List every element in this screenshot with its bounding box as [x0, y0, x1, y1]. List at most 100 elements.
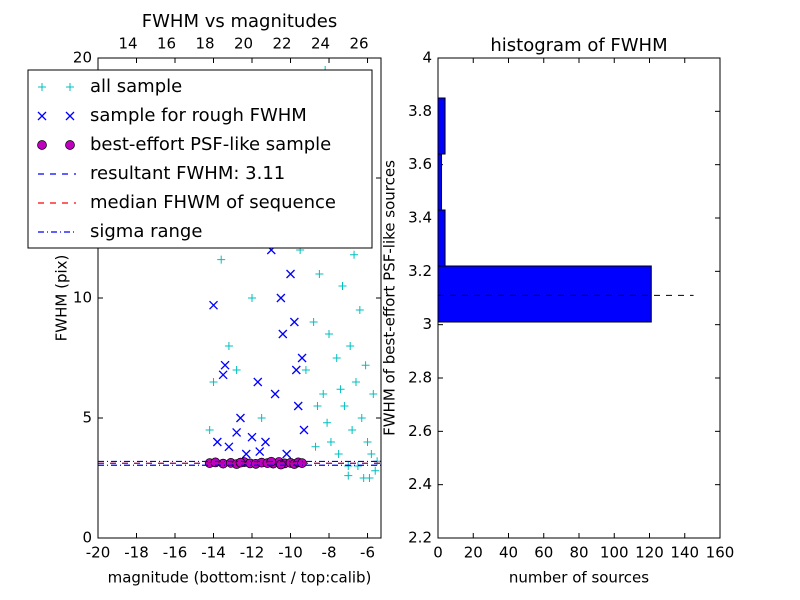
x2-tick-label: 24: [311, 35, 330, 53]
point: [224, 342, 233, 350]
y-axis-label: FWHM (pix): [53, 255, 71, 342]
point: [313, 402, 322, 410]
point: [282, 449, 292, 459]
point: [241, 449, 251, 459]
y-tick-label: 5: [82, 409, 92, 427]
point: [261, 437, 270, 447]
point: [278, 329, 288, 339]
bar: [437, 265, 652, 323]
legend: all sample sample for rough FWHM best-effo…: [27, 69, 373, 249]
legend-label: resultant FWHM: 3.11: [90, 163, 285, 184]
point: [248, 294, 257, 302]
point: [247, 432, 257, 442]
point: [336, 385, 345, 394]
x2-tick-label: 14: [118, 35, 137, 53]
x-tick-label: -16: [163, 544, 188, 562]
point: [346, 342, 355, 350]
point: [340, 402, 349, 410]
y-tick-label: 3.2: [408, 262, 432, 280]
point: [344, 462, 353, 470]
point: [353, 462, 362, 470]
x-axis-label: magnitude (bottom:isnt / top:calib): [108, 569, 372, 587]
x-tick-label: 80: [569, 544, 588, 562]
point: [369, 390, 378, 398]
point: [224, 442, 234, 452]
point: [332, 354, 341, 362]
y-tick-label: 20: [73, 49, 92, 67]
x-tick-label: -6: [360, 544, 375, 562]
point: [217, 255, 226, 264]
point: [363, 438, 372, 446]
x-tick-label: -8: [322, 544, 337, 562]
point: [257, 414, 266, 422]
y-tick-label: 3.8: [408, 102, 432, 120]
point: [65, 140, 75, 150]
bar: [437, 209, 446, 267]
y-tick-label: 2.4: [408, 475, 432, 493]
x-tick-label: 160: [706, 544, 735, 562]
axes-frame: [437, 57, 721, 539]
x-tick-label: 100: [600, 544, 629, 562]
point: [232, 366, 241, 374]
chart-title: FWHM vs magnitudes: [142, 11, 337, 32]
x-tick-label: -18: [124, 544, 149, 562]
point: [355, 306, 364, 314]
legend-label: all sample: [90, 76, 182, 97]
point: [209, 300, 218, 310]
point: [253, 377, 263, 387]
point: [236, 413, 245, 423]
point: [205, 426, 214, 434]
x2-tick-label: 16: [157, 35, 176, 53]
point: [218, 370, 228, 380]
legend-label: best-effort PSF-like sample: [90, 134, 331, 155]
point: [65, 111, 75, 121]
point: [38, 83, 46, 91]
y-tick-label: 2.6: [408, 422, 432, 440]
point: [344, 471, 353, 480]
x-axis-label: number of sources: [509, 569, 649, 587]
x-tick-label: 40: [499, 544, 518, 562]
y-tick-label: 4: [422, 49, 432, 67]
y-tick-label: 10: [73, 289, 92, 307]
x-tick-label: 20: [464, 544, 483, 562]
x-tick-label: 60: [534, 544, 553, 562]
legend-box: [27, 69, 373, 249]
point: [357, 414, 366, 422]
x2-tick-label: 22: [272, 35, 291, 53]
point: [212, 437, 222, 447]
bar: [437, 97, 446, 155]
point: [301, 366, 310, 374]
point: [232, 427, 242, 437]
point: [325, 330, 334, 338]
point: [315, 270, 324, 278]
point: [334, 450, 343, 458]
point: [37, 140, 47, 150]
point: [371, 466, 380, 475]
point: [299, 425, 309, 435]
point: [255, 447, 265, 457]
point: [367, 450, 376, 458]
point: [338, 282, 347, 290]
point: [297, 353, 307, 363]
point: [220, 360, 230, 370]
point: [350, 250, 359, 259]
y-tick-label: 3.4: [408, 209, 432, 227]
point: [348, 426, 357, 434]
point: [276, 293, 286, 303]
point: [37, 111, 47, 121]
x2-tick-label: 20: [234, 35, 253, 53]
y-tick-label: 3.6: [408, 155, 432, 173]
point: [276, 459, 286, 470]
y-tick-label: 2.2: [408, 529, 432, 547]
x-tick-label: -14: [201, 544, 226, 562]
point: [309, 318, 318, 326]
point: [289, 317, 299, 327]
x-tick-label: -20: [86, 544, 111, 562]
point: [323, 418, 332, 427]
point: [351, 378, 360, 386]
point: [311, 442, 320, 451]
x-tick-label: -12: [240, 544, 265, 562]
point: [319, 390, 328, 398]
axes-frame: [97, 57, 382, 539]
